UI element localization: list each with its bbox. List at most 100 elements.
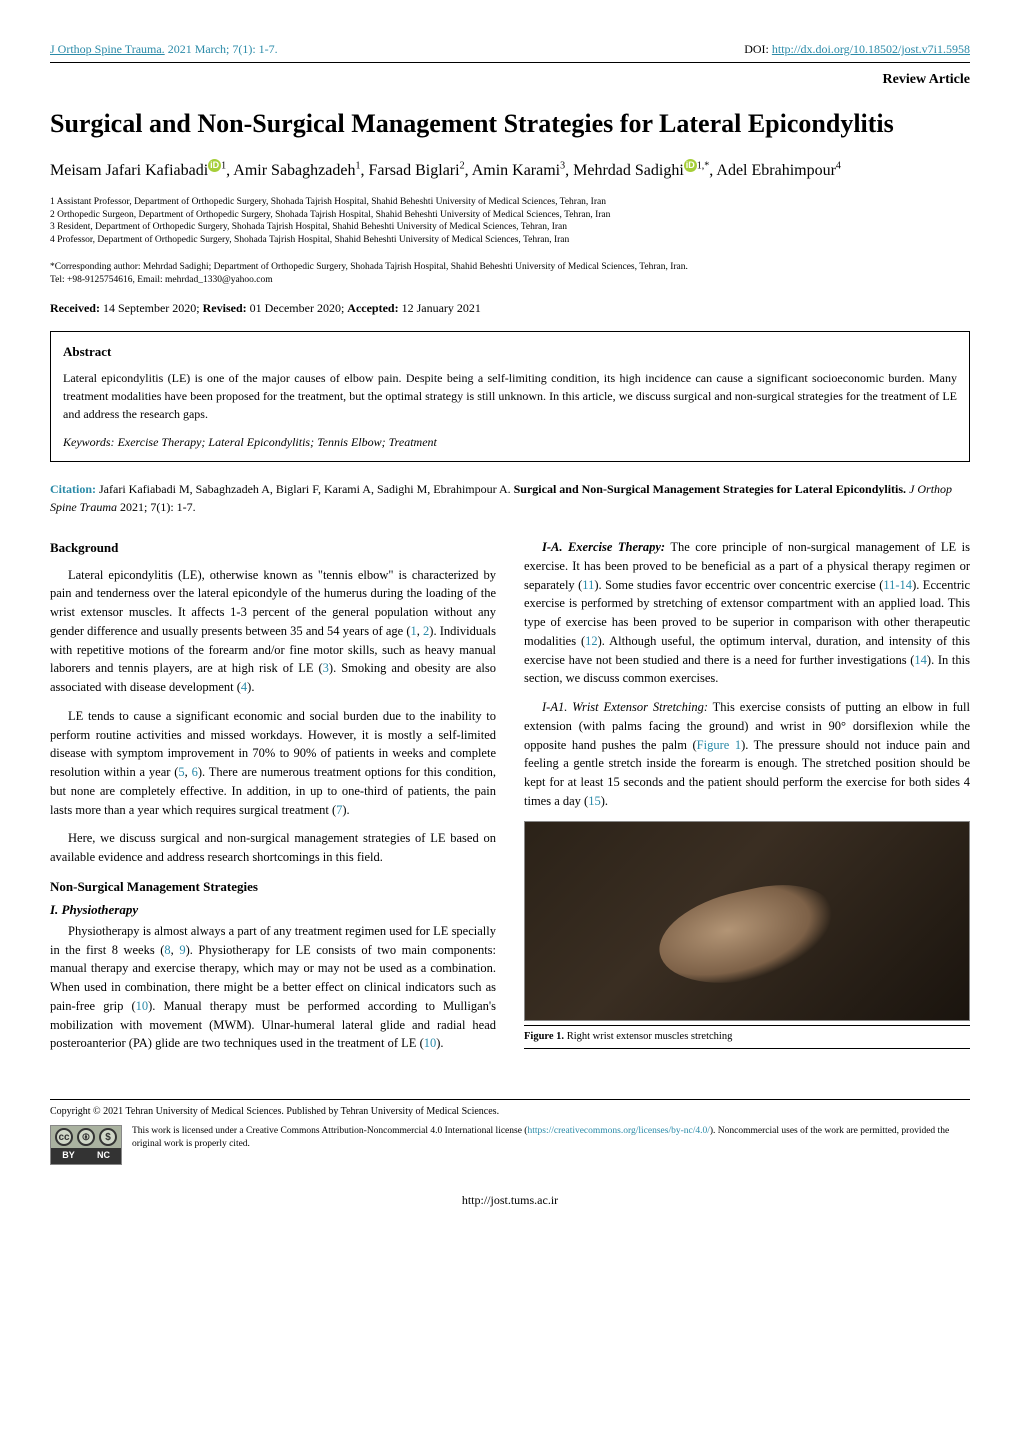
cc-badge-bottom: BY NC [51,1148,121,1164]
license-link[interactable]: https://creativecommons.org/licenses/by-… [527,1126,709,1136]
cc-icon: cc [55,1128,73,1146]
ref-12[interactable]: 12 [585,634,598,648]
physiotherapy-heading: I. Physiotherapy [50,900,496,920]
received-label: Received: [50,301,100,315]
corresponding-label: *Corresponding author: [50,262,143,272]
citation-block: Citation: Jafari Kafiabadi M, Sabaghzade… [50,480,970,516]
corresponding-text: Mehrdad Sadighi; Department of Orthopedi… [143,262,688,272]
author-6: Adel Ebrahimpour [716,162,836,179]
abstract-heading: Abstract [63,342,957,362]
received-date: 14 September 2020; [100,301,203,315]
ia-run-in: I-A. Exercise Therapy: [542,540,665,554]
citation-authors: Jafari Kafiabadi M, Sabaghzadeh A, Bigla… [96,482,514,496]
citation-title: Surgical and Non-Surgical Management Str… [514,482,906,496]
ref-10b[interactable]: 10 [424,1036,437,1050]
figure-1-link[interactable]: Figure 1 [697,738,741,752]
keywords: Keywords: Exercise Therapy; Lateral Epic… [63,433,957,451]
nonsurgical-heading: Non-Surgical Management Strategies [50,877,496,897]
license-text: This work is licensed under a Creative C… [132,1125,970,1151]
citation-rest: 2021; 7(1): 1-7. [117,500,196,514]
keywords-label: Keywords: [63,435,118,449]
article-dates: Received: 14 September 2020; Revised: 01… [50,299,970,317]
accepted-date: 12 January 2021 [399,301,481,315]
top-rule [50,62,970,63]
citation-label: Citation: [50,482,96,496]
page-footer: Copyright © 2021 Tehran University of Me… [50,1093,970,1165]
ref-11-14[interactable]: 11-14 [883,578,912,592]
revised-label: Revised: [203,301,247,315]
article-title: Surgical and Non-Surgical Management Str… [50,108,970,141]
figure-1-image [524,821,970,1021]
doi: DOI: http://dx.doi.org/10.18502/jost.v7i… [744,40,970,58]
author-5: Mehrdad Sadighi [573,162,684,179]
license-a: This work is licensed under a Creative C… [132,1126,527,1136]
figure-1: Figure 1. Right wrist extensor muscles s… [524,821,970,1050]
p5b: ). Some studies favor eccentric over con… [594,578,883,592]
affiliations: 1 Assistant Professor, Department of Ort… [50,196,970,247]
cc-badge-top: cc 🅯 $ [51,1126,121,1148]
page-url: http://jost.tums.ac.ir [50,1191,970,1209]
author-4-sup: 3 [560,160,565,171]
p1e: ). [247,680,254,694]
cc-badge: cc 🅯 $ BY NC [50,1125,122,1165]
figure-rule-bottom [524,1048,970,1049]
copyright-text: Copyright © 2021 Tehran University of Me… [50,1104,970,1119]
affiliation-1: 1 Assistant Professor, Department of Ort… [50,196,970,209]
orcid-icon[interactable]: iD [684,159,697,172]
top-bar: J Orthop Spine Trauma. 2021 March; 7(1):… [50,40,970,58]
issue-text: 2021 March; 7(1): 1-7. [165,42,278,56]
background-p2: LE tends to cause a significant economic… [50,707,496,820]
figure-1-label: Figure 1. [524,1031,564,1042]
author-1-sup: 1 [221,160,226,171]
revised-date: 01 December 2020; [247,301,348,315]
affiliation-2: 2 Orthopedic Surgeon, Department of Orth… [50,209,970,222]
cc-by-label: BY [51,1148,86,1164]
author-1: Meisam Jafari Kafiabadi [50,162,208,179]
p2b: , [185,765,192,779]
journal-issue: J Orthop Spine Trauma. 2021 March; 7(1):… [50,40,278,58]
p6c: ). [601,794,608,808]
figure-1-caption-text: Right wrist extensor muscles stretching [564,1031,732,1042]
footer-rule [50,1099,970,1100]
ref-11[interactable]: 11 [582,578,594,592]
nc-icon: $ [99,1128,117,1146]
background-p3: Here, we discuss surgical and non-surgic… [50,829,496,867]
cc-nc-label: NC [86,1148,121,1164]
article-type: Review Article [50,69,970,90]
wrist-stretch-p: I-A1. Wrist Extensor Stretching: This ex… [524,698,970,811]
ref-10[interactable]: 10 [136,999,149,1013]
affiliation-4: 4 Professor, Department of Orthopedic Su… [50,234,970,247]
doi-link[interactable]: http://dx.doi.org/10.18502/jost.v7i1.595… [772,42,970,56]
author-6-sup: 4 [836,160,841,171]
p4e: ). [436,1036,443,1050]
abstract-box: Abstract Lateral epicondylitis (LE) is o… [50,331,970,463]
ref-15[interactable]: 15 [588,794,601,808]
body-columns: Background Lateral epicondylitis (LE), o… [50,538,970,1063]
accepted-label: Accepted: [347,301,398,315]
author-2-sup: 1 [355,160,360,171]
figure-1-caption: Figure 1. Right wrist extensor muscles s… [524,1029,970,1045]
background-heading: Background [50,538,496,558]
left-column: Background Lateral epicondylitis (LE), o… [50,538,496,1063]
author-3: Farsad Biglari [368,162,459,179]
orcid-icon[interactable]: iD [208,159,221,172]
p4b: , [171,943,180,957]
keywords-text: Exercise Therapy; Lateral Epicondylitis;… [118,435,437,449]
by-icon: 🅯 [77,1128,95,1146]
author-list: Meisam Jafari KafiabadiiD1, Amir Sabaghz… [50,159,970,182]
right-column: I-A. Exercise Therapy: The core principl… [524,538,970,1063]
author-4: Amin Karami [472,162,560,179]
doi-label: DOI: [744,42,772,56]
corresponding-author: *Corresponding author: Mehrdad Sadighi; … [50,261,970,287]
author-5-sup: 1,* [697,160,710,171]
journal-link[interactable]: J Orthop Spine Trauma. [50,42,165,56]
license-row: cc 🅯 $ BY NC This work is licensed under… [50,1125,970,1165]
ia1-run-in: I-A1. Wrist Extensor Stretching: [542,700,708,714]
affiliation-3: 3 Resident, Department of Orthopedic Sur… [50,221,970,234]
corresponding-contact: Tel: +98-9125754616, Email: mehrdad_1330… [50,275,273,285]
p2d: ). [342,803,349,817]
ref-14[interactable]: 14 [914,653,927,667]
figure-rule-top [524,1025,970,1026]
exercise-therapy-p: I-A. Exercise Therapy: The core principl… [524,538,970,688]
author-2: Amir Sabaghzadeh [233,162,355,179]
